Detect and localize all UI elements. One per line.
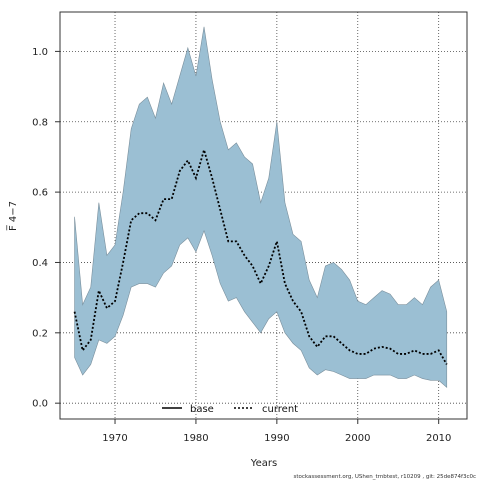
x-tick-label: 1980 <box>183 433 208 444</box>
legend-label-current: current <box>262 404 298 415</box>
x-tick-label: 1990 <box>264 433 289 444</box>
y-tick-label: 0.0 <box>32 399 48 410</box>
y-tick-label: 0.8 <box>32 117 48 128</box>
y-tick-label: 0.2 <box>32 328 48 339</box>
legend-label-base: base <box>190 404 214 415</box>
x-axis: 1970 1980 1990 2000 2010 <box>102 419 451 444</box>
legend: base current <box>162 404 298 415</box>
x-tick-label: 2010 <box>426 433 451 444</box>
confidence-band <box>74 26 448 388</box>
y-axis-label: F̅ 4−7 <box>6 201 19 231</box>
y-tick-label: 0.6 <box>32 188 48 199</box>
y-tick-label: 1.0 <box>32 47 48 58</box>
plot-frame <box>59 11 468 420</box>
y-tick-label: 0.4 <box>32 258 48 269</box>
x-tick-label: 2000 <box>345 433 370 444</box>
x-axis-label: Years <box>250 458 277 469</box>
x-tick-label: 1970 <box>102 433 127 444</box>
y-axis: 0.0 0.2 0.4 0.6 0.8 1.0 <box>32 47 60 410</box>
footer-note: stockassessment.org, UShen_trnbtest, r10… <box>294 474 476 480</box>
